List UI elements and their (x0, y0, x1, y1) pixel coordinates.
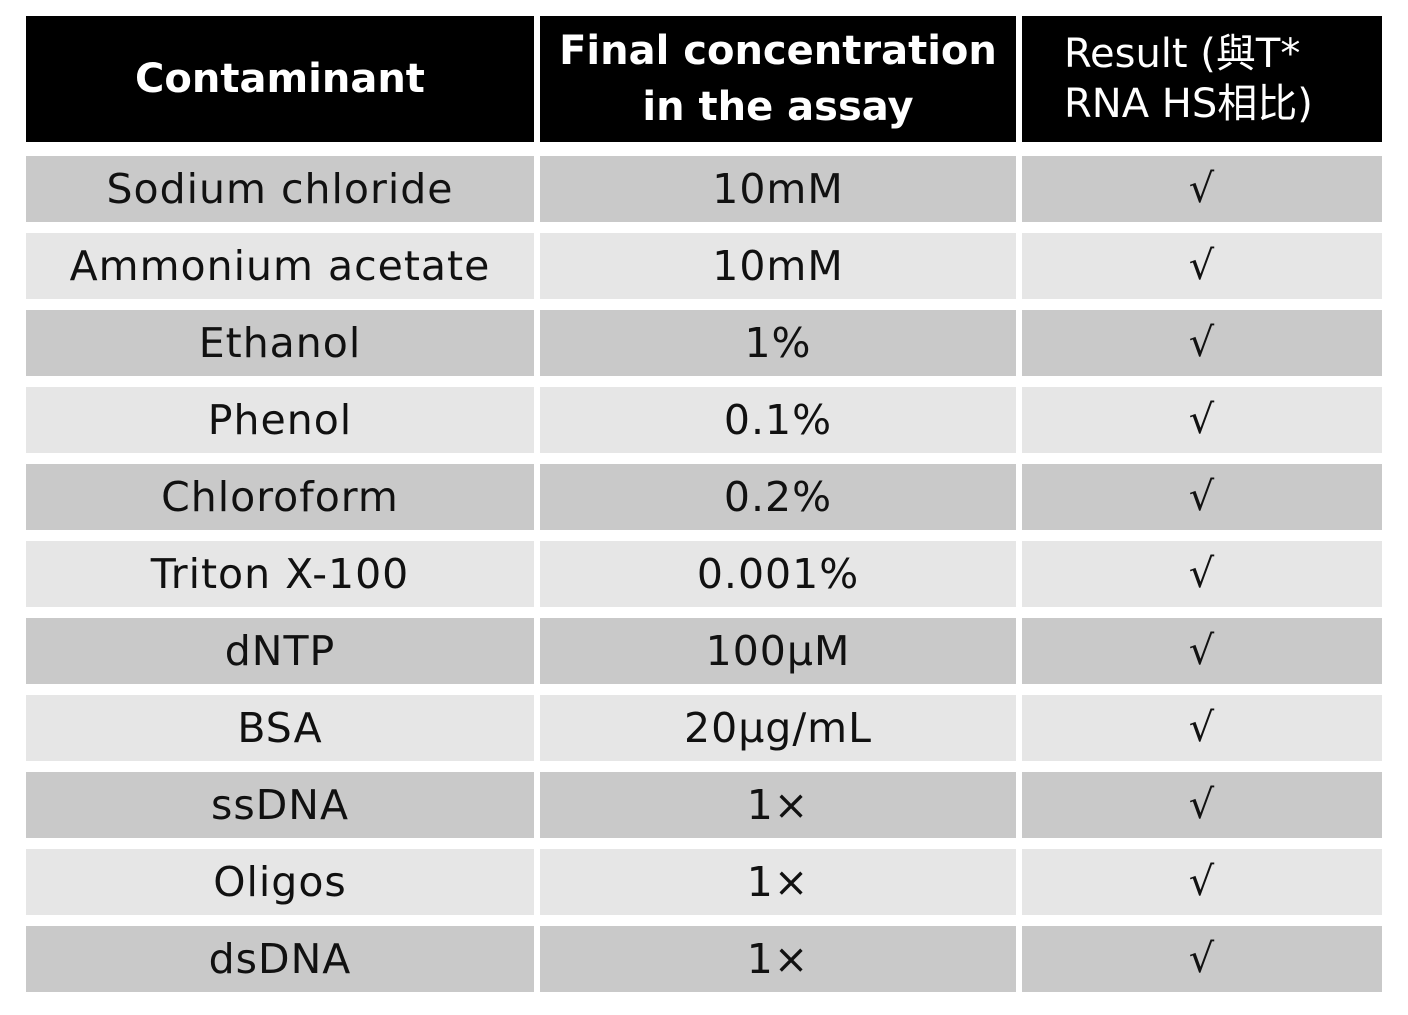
table-row: dsDNA 1× √ (26, 926, 1382, 992)
concentration-cell: 1% (540, 310, 1016, 376)
table-row: Ammonium acetate 10mM √ (26, 233, 1382, 299)
header-contaminant: Contaminant (26, 16, 534, 142)
table-header-row: Contaminant Final concentration in the a… (26, 16, 1382, 142)
concentration-cell: 0.001% (540, 541, 1016, 607)
result-check-cell: √ (1022, 464, 1382, 530)
contaminant-cell: Ethanol (26, 310, 534, 376)
result-check-cell: √ (1022, 849, 1382, 915)
contaminant-cell: ssDNA (26, 772, 534, 838)
concentration-cell: 0.1% (540, 387, 1016, 453)
contaminant-cell: BSA (26, 695, 534, 761)
result-check-cell: √ (1022, 618, 1382, 684)
contaminant-cell: Oligos (26, 849, 534, 915)
concentration-cell: 10mM (540, 233, 1016, 299)
table-row: Chloroform 0.2% √ (26, 464, 1382, 530)
contaminant-cell: dNTP (26, 618, 534, 684)
concentration-cell: 20µg/mL (540, 695, 1016, 761)
table-body: Sodium chloride 10mM √ Ammonium acetate … (26, 156, 1382, 992)
concentration-cell: 10mM (540, 156, 1016, 222)
contaminant-table: Contaminant Final concentration in the a… (26, 16, 1382, 1003)
contaminant-cell: Chloroform (26, 464, 534, 530)
table-row: Triton X-100 0.001% √ (26, 541, 1382, 607)
result-check-cell: √ (1022, 926, 1382, 992)
concentration-cell: 1× (540, 772, 1016, 838)
table-row: Oligos 1× √ (26, 849, 1382, 915)
concentration-cell: 1× (540, 926, 1016, 992)
header-final-concentration: Final concentration in the assay (540, 16, 1016, 142)
result-check-cell: √ (1022, 387, 1382, 453)
result-check-cell: √ (1022, 772, 1382, 838)
concentration-cell: 0.2% (540, 464, 1016, 530)
table-row: BSA 20µg/mL √ (26, 695, 1382, 761)
result-check-cell: √ (1022, 156, 1382, 222)
table-row: Sodium chloride 10mM √ (26, 156, 1382, 222)
result-check-cell: √ (1022, 233, 1382, 299)
contaminant-cell: Triton X-100 (26, 541, 534, 607)
table-row: ssDNA 1× √ (26, 772, 1382, 838)
contaminant-cell: Phenol (26, 387, 534, 453)
header-result: Result (與T* RNA HS相比) (1022, 16, 1382, 142)
result-check-cell: √ (1022, 310, 1382, 376)
result-check-cell: √ (1022, 695, 1382, 761)
concentration-cell: 1× (540, 849, 1016, 915)
table-row: dNTP 100µM √ (26, 618, 1382, 684)
contaminant-cell: Ammonium acetate (26, 233, 534, 299)
table-row: Phenol 0.1% √ (26, 387, 1382, 453)
contaminant-cell: dsDNA (26, 926, 534, 992)
contaminant-cell: Sodium chloride (26, 156, 534, 222)
table-row: Ethanol 1% √ (26, 310, 1382, 376)
concentration-cell: 100µM (540, 618, 1016, 684)
result-check-cell: √ (1022, 541, 1382, 607)
